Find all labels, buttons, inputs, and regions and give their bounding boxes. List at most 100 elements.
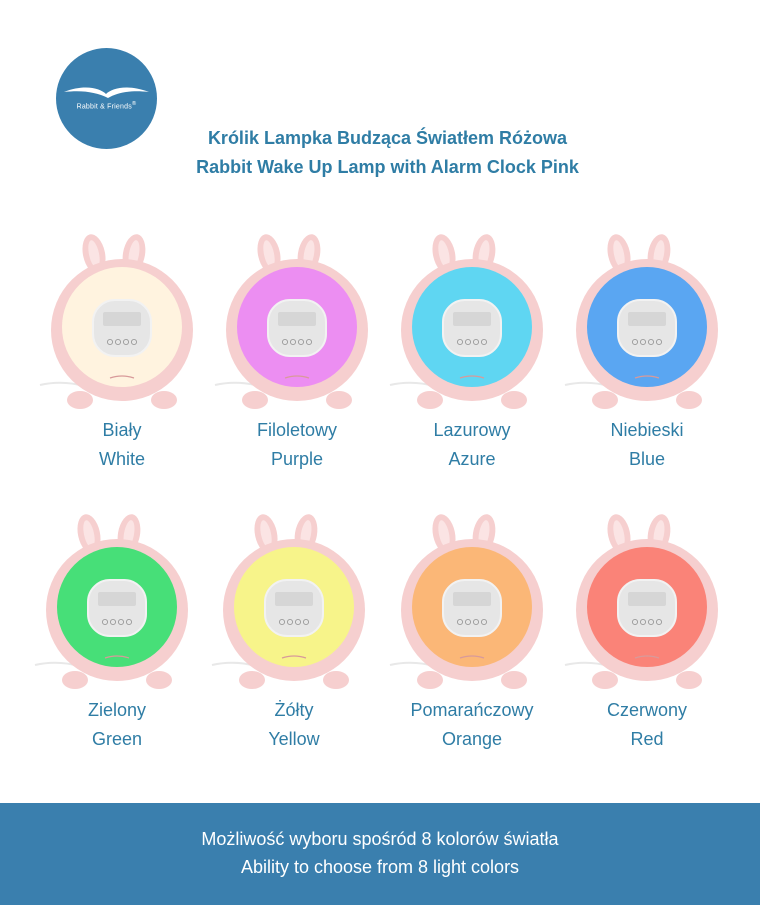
control-button-icon	[106, 338, 114, 346]
control-button-icon	[117, 618, 125, 626]
clock-display	[87, 579, 147, 637]
lamp-image	[564, 234, 718, 409]
control-button-icon	[114, 338, 122, 346]
lamp-name-en: Azure	[448, 449, 496, 469]
left-foot	[62, 671, 88, 689]
clock-digits	[453, 592, 491, 606]
clock-digits	[103, 312, 141, 326]
lamp-name-en: Green	[91, 729, 143, 749]
wings-icon	[284, 375, 310, 379]
wings-icon	[459, 375, 485, 379]
lamp-name-pl: Zielony	[87, 700, 147, 720]
control-button-icon	[480, 618, 488, 626]
control-button-icon	[286, 618, 294, 626]
control-button-icon	[639, 338, 647, 346]
wings-icon	[64, 87, 149, 98]
lamp-white: Biały White	[32, 230, 212, 490]
lamp-image	[39, 234, 193, 409]
lamp-azure: Lazurowy Azure	[382, 230, 562, 490]
clock-digits	[98, 592, 136, 606]
brand-logo: Rabbit & Friends®	[56, 48, 157, 149]
control-button-icon	[655, 338, 663, 346]
control-button-icon	[281, 338, 289, 346]
lamp-name-pl: Filoletowy	[256, 420, 338, 440]
control-button-icon	[130, 338, 138, 346]
right-foot	[501, 391, 527, 409]
left-ear-inner	[260, 520, 272, 548]
control-button-icon	[480, 338, 488, 346]
clock-display	[92, 299, 152, 357]
lamp-name-en: Yellow	[268, 729, 320, 749]
lamp-name-pl: Niebieski	[610, 420, 684, 440]
left-ear-inner	[263, 240, 275, 268]
lamp-purple: Filoletowy Purple	[207, 230, 387, 490]
left-ear-inner	[88, 240, 100, 268]
left-foot	[592, 391, 618, 409]
lamp-name-en: Blue	[628, 449, 666, 469]
control-button-icon	[297, 338, 305, 346]
wings-icon	[104, 655, 130, 659]
clock-display	[264, 579, 324, 637]
control-button-icon	[472, 338, 480, 346]
clock-digits	[628, 312, 666, 326]
footer-text-pl: Możliwość wyboru spośród 8 kolorów świat…	[201, 829, 559, 849]
lamp-green: Zielony Green	[27, 510, 207, 770]
clock-display	[442, 299, 502, 357]
clock-digits	[453, 312, 491, 326]
footer-banner: Możliwość wyboru spośród 8 kolorów świat…	[0, 803, 760, 905]
control-button-icon	[456, 338, 464, 346]
lamp-name-en: Purple	[270, 449, 324, 469]
left-ear-inner	[438, 520, 450, 548]
left-foot	[67, 391, 93, 409]
lamp-image	[34, 514, 188, 689]
control-button-icon	[305, 338, 313, 346]
wings-icon	[459, 655, 485, 659]
wings-icon	[109, 375, 135, 379]
lamp-name-pl: Biały	[102, 420, 142, 440]
control-button-icon	[647, 338, 655, 346]
control-button-icon	[631, 338, 639, 346]
control-button-icon	[101, 618, 109, 626]
clock-digits	[275, 592, 313, 606]
lamp-orange: Pomarańczowy Orange	[382, 510, 562, 770]
right-foot	[326, 391, 352, 409]
footer-text-en: Ability to choose from 8 light colors	[240, 857, 520, 877]
lamp-name-pl: Lazurowy	[433, 420, 511, 440]
left-ear-inner	[83, 520, 95, 548]
right-foot	[146, 671, 172, 689]
lamp-image	[389, 234, 543, 409]
clock-display	[442, 579, 502, 637]
control-button-icon	[109, 618, 117, 626]
page-title-en: Rabbit Wake Up Lamp with Alarm Clock Pin…	[196, 157, 579, 177]
left-ear-inner	[613, 240, 625, 268]
right-foot	[151, 391, 177, 409]
lamp-name-en: Red	[630, 729, 664, 749]
control-button-icon	[639, 618, 647, 626]
control-button-icon	[472, 618, 480, 626]
right-foot	[676, 391, 702, 409]
right-foot	[676, 671, 702, 689]
clock-digits	[278, 312, 316, 326]
lamp-name-en: Orange	[441, 729, 503, 749]
right-foot	[323, 671, 349, 689]
lamp-image	[211, 514, 365, 689]
control-button-icon	[125, 618, 133, 626]
left-ear-inner	[438, 240, 450, 268]
lamp-name-en: White	[98, 449, 145, 469]
control-button-icon	[456, 618, 464, 626]
page-title-pl: Królik Lampka Budząca Światłem Różowa	[207, 128, 568, 148]
left-ear-inner	[613, 520, 625, 548]
left-foot	[239, 671, 265, 689]
lamp-yellow: Żółty Yellow	[204, 510, 384, 770]
lamp-image	[389, 514, 543, 689]
left-foot	[417, 671, 443, 689]
left-foot	[417, 391, 443, 409]
lamp-image	[214, 234, 368, 409]
control-button-icon	[631, 618, 639, 626]
control-button-icon	[464, 338, 472, 346]
lamp-image	[564, 514, 718, 689]
lamp-blue: Niebieski Blue	[557, 230, 737, 490]
clock-display	[267, 299, 327, 357]
clock-digits	[628, 592, 666, 606]
control-button-icon	[278, 618, 286, 626]
